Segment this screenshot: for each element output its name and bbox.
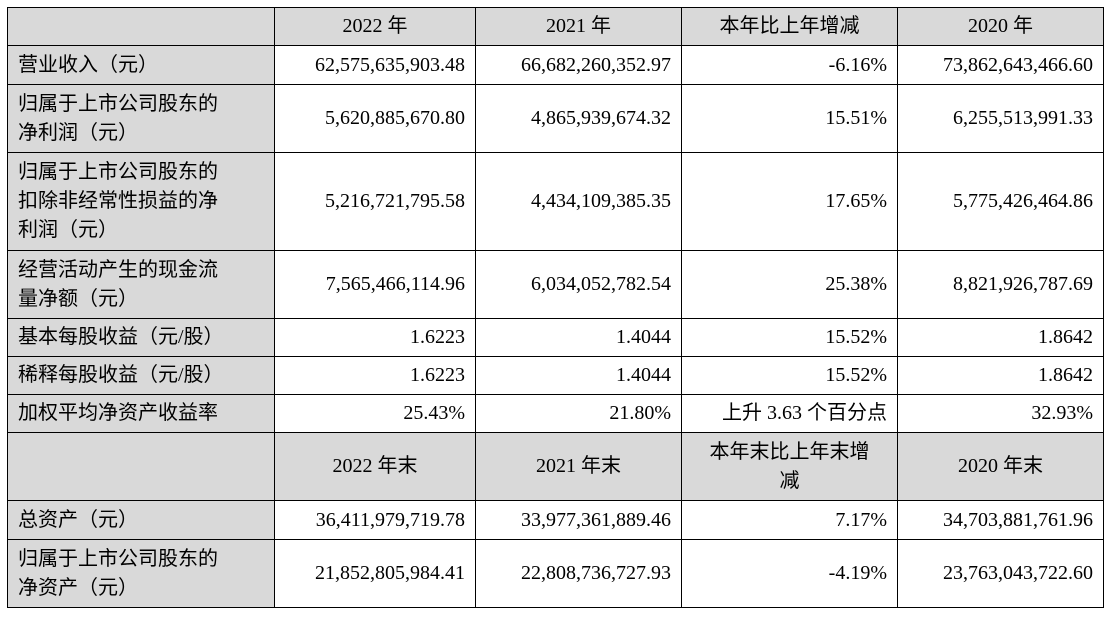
value-2022: 21,852,805,984.41 [274,539,476,608]
value-change: 7.17% [681,500,898,540]
value-2020: 73,862,643,466.60 [897,45,1104,85]
row-label-line: 量净额（元） [18,287,138,310]
value-2022: 62,575,635,903.48 [274,45,476,85]
value-2020: 1.8642 [897,356,1104,395]
value-2022: 36,411,979,719.78 [274,500,476,540]
row-label-line: 扣除非经常性损益的净 [18,190,218,212]
table-row-revenue: 营业收入（元） 62,575,635,903.48 66,682,260,352… [7,45,1104,85]
row-label: 总资产（元） [7,500,275,540]
header-change: 本年比上年增减 [681,7,898,46]
value-change: -6.16% [681,45,898,85]
value-2022: 1.6223 [274,356,476,395]
financial-summary-table: 2022 年 2021 年 本年比上年增减 2020 年 营业收入（元） 62,… [7,7,1104,608]
value-change: 15.52% [681,318,898,357]
value-2021: 4,434,109,385.35 [475,152,682,251]
table-row-operating-cash-flow: 经营活动产生的现金流 量净额（元） 7,565,466,114.96 6,034… [7,250,1104,319]
row-label: 归属于上市公司股东的 扣除非经常性损益的净 利润（元） [7,152,275,251]
value-2021: 6,034,052,782.54 [475,250,682,319]
value-2020: 23,763,043,722.60 [897,539,1104,608]
header-2020: 2020 年 [897,7,1104,46]
value-2020: 6,255,513,991.33 [897,84,1104,153]
header-2020-end: 2020 年末 [897,432,1104,501]
table-row-diluted-eps: 稀释每股收益（元/股） 1.6223 1.4044 15.52% 1.8642 [7,356,1104,395]
value-2022: 5,216,721,795.58 [274,152,476,251]
value-2021: 4,865,939,674.32 [475,84,682,153]
value-2020: 1.8642 [897,318,1104,357]
table-row-basic-eps: 基本每股收益（元/股） 1.6223 1.4044 15.52% 1.8642 [7,318,1104,357]
row-label-line: 净利润（元） [18,121,138,144]
header-2022-end: 2022 年末 [274,432,476,501]
row-label-line: 归属于上市公司股东的 [18,547,218,570]
header-corner-cell [7,432,275,501]
value-2022: 1.6223 [274,318,476,357]
value-change: 上升 3.63 个百分点 [681,394,898,433]
row-label: 基本每股收益（元/股） [7,318,275,357]
table-row-weighted-roe: 加权平均净资产收益率 25.43% 21.80% 上升 3.63 个百分点 32… [7,394,1104,433]
value-2022: 7,565,466,114.96 [274,250,476,319]
value-2022: 5,620,885,670.80 [274,84,476,153]
value-2021: 21.80% [475,394,682,433]
table-row-net-profit-recurring: 归属于上市公司股东的 扣除非经常性损益的净 利润（元） 5,216,721,79… [7,152,1104,251]
row-label: 归属于上市公司股东的 净利润（元） [7,84,275,153]
row-label: 归属于上市公司股东的 净资产（元） [7,539,275,608]
value-2020: 5,775,426,464.86 [897,152,1104,251]
header-2022: 2022 年 [274,7,476,46]
value-change: 17.65% [681,152,898,251]
header-row: 2022 年 2021 年 本年比上年增减 2020 年 [7,7,1104,46]
header-change-end: 本年末比上年末增 减 [681,432,898,501]
value-2021: 66,682,260,352.97 [475,45,682,85]
value-2020: 8,821,926,787.69 [897,250,1104,319]
value-2020: 34,703,881,761.96 [897,500,1104,540]
value-2021: 1.4044 [475,318,682,357]
row-label-line: 经营活动产生的现金流 [18,258,218,281]
table-row-net-profit: 归属于上市公司股东的 净利润（元） 5,620,885,670.80 4,865… [7,84,1104,153]
row-label: 营业收入（元） [7,45,275,85]
table-row-net-assets: 归属于上市公司股东的 净资产（元） 21,852,805,984.41 22,8… [7,539,1104,608]
value-change: -4.19% [681,539,898,608]
value-2021: 22,808,736,727.93 [475,539,682,608]
row-label-line: 归属于上市公司股东的 [18,92,218,115]
value-2021: 33,977,361,889.46 [475,500,682,540]
header-line: 减 [779,469,800,492]
value-2022: 25.43% [274,394,476,433]
header-2021: 2021 年 [475,7,682,46]
row-label-line: 归属于上市公司股东的 [18,161,218,183]
value-change: 15.52% [681,356,898,395]
row-label: 加权平均净资产收益率 [7,394,275,433]
header-line: 本年末比上年末增 [709,440,870,463]
header-row-year-end: 2022 年末 2021 年末 本年末比上年末增 减 2020 年末 [7,432,1104,501]
value-change: 15.51% [681,84,898,153]
row-label: 经营活动产生的现金流 量净额（元） [7,250,275,319]
table-row-total-assets: 总资产（元） 36,411,979,719.78 33,977,361,889.… [7,500,1104,540]
header-2021-end: 2021 年末 [475,432,682,501]
row-label: 稀释每股收益（元/股） [7,356,275,395]
value-2021: 1.4044 [475,356,682,395]
row-label-line: 利润（元） [18,219,118,241]
header-corner-cell [7,7,275,46]
value-change: 25.38% [681,250,898,319]
row-label-line: 净资产（元） [18,576,138,599]
value-2020: 32.93% [897,394,1104,433]
